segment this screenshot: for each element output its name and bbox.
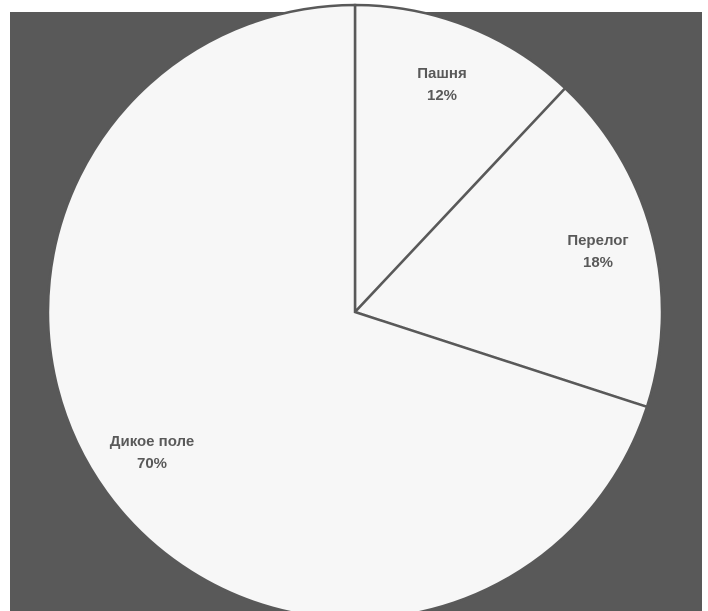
slice-label-category: Перелог: [567, 232, 628, 249]
slice-label-percent: 70%: [137, 455, 167, 472]
labels-layer: Пашня 12% Перелог 18% Дикое поле 70%: [110, 65, 629, 472]
slice-data-label: Пашня 12%: [417, 65, 466, 104]
slice-label-category: Дикое поле: [110, 433, 194, 450]
pie-slice-3: [46, 3, 649, 611]
slice-label-category: Пашня: [417, 65, 466, 82]
slice-label-percent: 12%: [427, 87, 457, 104]
slice-data-label: Дикое поле 70%: [110, 433, 194, 472]
slice-data-label: Перелог 18%: [567, 232, 628, 271]
slice-label-percent: 18%: [583, 254, 613, 271]
pie-slice-2: [352, 86, 664, 409]
slices-layer: [46, 3, 664, 611]
pie-slice-1: [353, 3, 567, 316]
